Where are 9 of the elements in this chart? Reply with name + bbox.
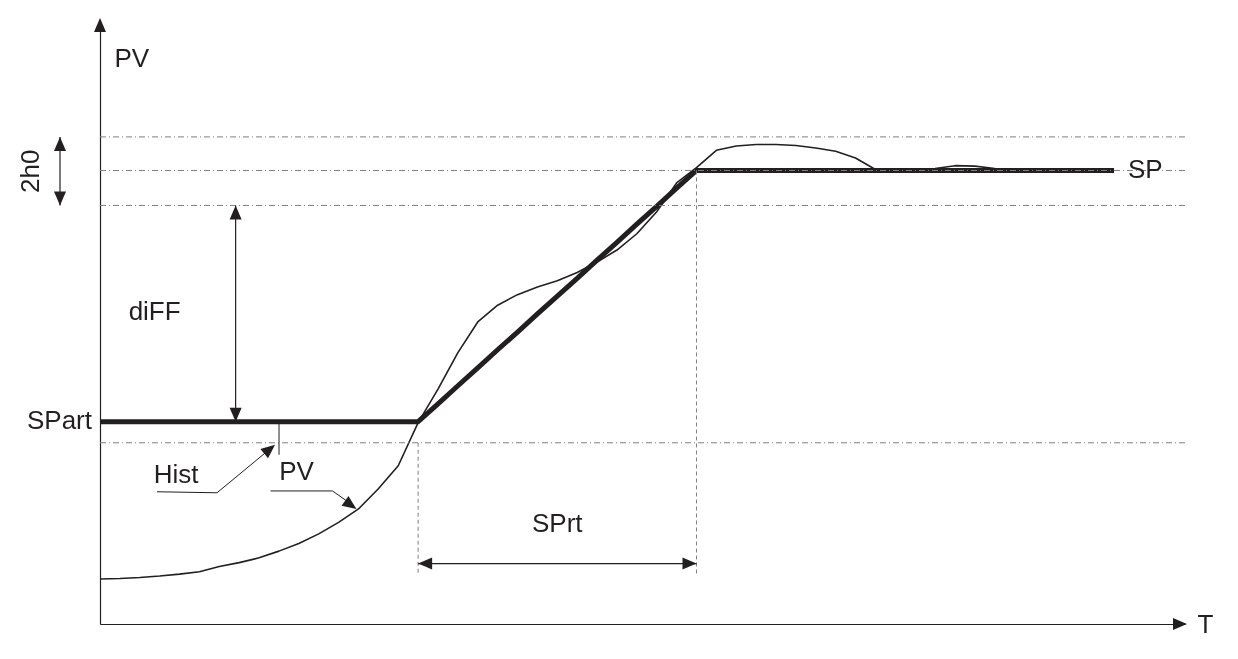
legend-label: PV [279,455,315,486]
series-label: SP [1128,154,1163,185]
annotation: SPart [26,404,93,435]
text: 2h0 [14,149,45,193]
annotation: Hist [153,458,200,489]
annotation: diFF [128,296,181,327]
annotation: SPrt [532,508,584,539]
x-axis-title: T [1197,608,1214,639]
y-axis-title: PV [114,42,150,73]
